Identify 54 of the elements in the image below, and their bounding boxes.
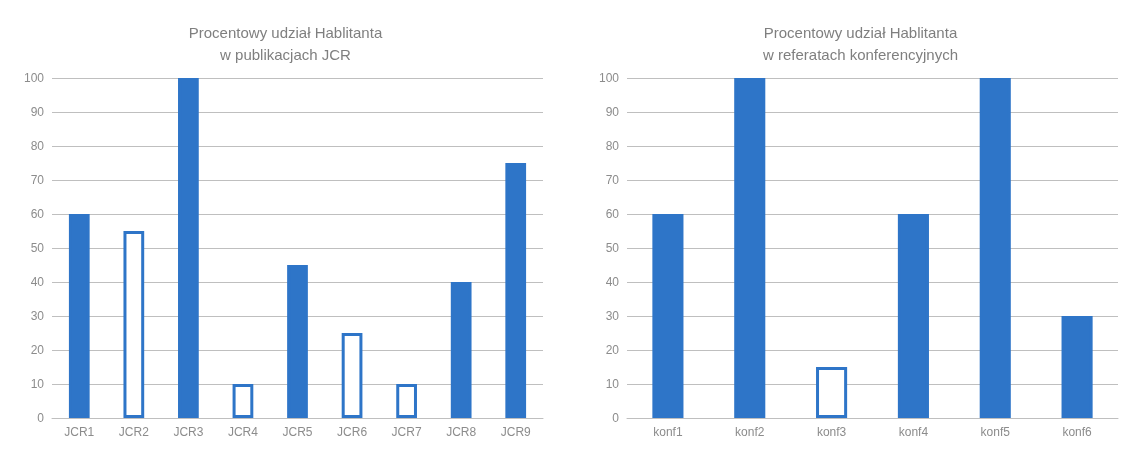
y-tick-label: 70 [30,173,45,187]
x-tick-label: konf3 [816,425,847,439]
bar [652,214,684,418]
bar [396,384,417,418]
y-tick-label: 100 [23,71,45,85]
y-tick-label: 0 [612,411,620,425]
x-tick-label: JCR5 [282,425,313,439]
x-tick-label: JCR7 [391,425,422,439]
x-tick-label: konf2 [735,425,765,439]
x-tick-label: JCR9 [500,425,532,439]
x-tick-label: JCR6 [337,425,368,439]
y-tick-label: 40 [30,275,45,289]
y-tick-label: 60 [30,207,45,221]
y-tick-label: 50 [605,241,620,255]
bar [505,163,527,418]
chart-title: Procentowy udział Hablitanta w referatach konferencyjnych [761,23,959,63]
bar [816,367,848,418]
bar [979,78,1011,418]
y-tick-label: 40 [605,275,620,289]
y-tick-label: 20 [605,343,620,357]
y-tick-label: 10 [30,377,45,391]
y-tick-label: 30 [605,309,620,323]
y-tick-label: 70 [605,173,620,187]
y-tick-label: 80 [30,139,45,153]
y-tick-label: 20 [30,343,45,357]
x-tick-label: JCR4 [227,425,259,439]
y-tick-label: 90 [605,105,620,119]
bar [1061,316,1093,418]
x-tick-label: konf6 [1062,425,1093,439]
y-tick-label: 80 [605,139,620,153]
x-tick-label: konf4 [898,425,929,439]
x-tick-label: JCR3 [173,425,204,439]
bar [341,333,363,418]
y-tick-label: 60 [605,207,620,221]
x-tick-label: JCR1 [64,425,95,439]
bar [734,78,766,418]
chart-title: Procentowy udział Hablitanta w publikacjach JCR [188,23,383,63]
y-tick-label: 10 [605,377,620,391]
bar [287,265,308,418]
bar [897,214,929,418]
y-tick-label: 0 [37,411,45,425]
bar [232,384,254,418]
bar [450,282,472,418]
bar [123,231,145,418]
x-tick-label: JCR2 [118,425,150,439]
x-tick-label: konf1 [653,425,683,439]
x-tick-label: JCR8 [446,425,477,439]
bar [68,214,90,418]
y-tick-label: 30 [30,309,45,323]
bar [178,78,199,418]
y-tick-label: 50 [30,241,45,255]
y-tick-label: 100 [598,71,620,85]
x-tick-label: konf5 [980,425,1011,439]
y-tick-label: 90 [30,105,45,119]
